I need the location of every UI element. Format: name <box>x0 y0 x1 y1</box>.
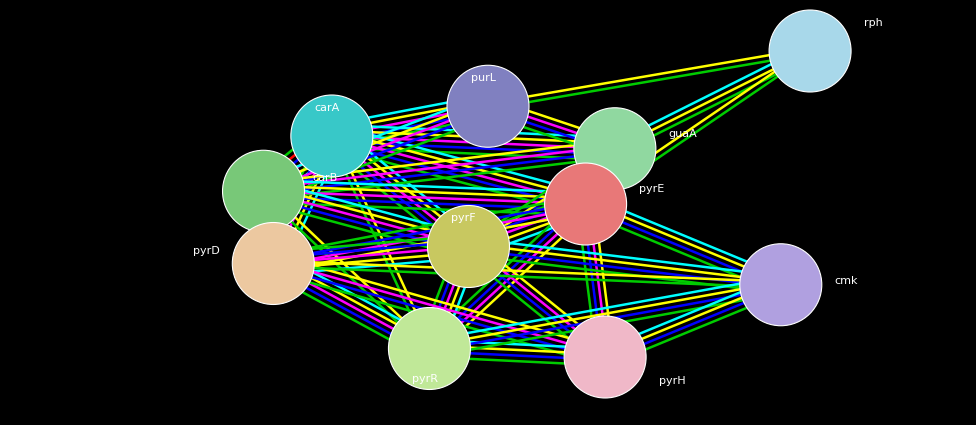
Ellipse shape <box>564 316 646 398</box>
Text: purL: purL <box>470 73 496 83</box>
Ellipse shape <box>574 108 656 190</box>
Ellipse shape <box>447 65 529 147</box>
Text: guaA: guaA <box>669 129 697 139</box>
Ellipse shape <box>740 244 822 326</box>
Text: pyrD: pyrD <box>193 246 220 256</box>
Ellipse shape <box>769 10 851 92</box>
Text: carA: carA <box>314 102 340 113</box>
Ellipse shape <box>223 150 305 232</box>
Ellipse shape <box>291 95 373 177</box>
Text: pyrH: pyrH <box>659 376 685 386</box>
Text: rph: rph <box>864 17 882 28</box>
Text: pyrE: pyrE <box>639 184 665 194</box>
Text: pyrR: pyrR <box>412 374 437 384</box>
Ellipse shape <box>545 163 627 245</box>
Ellipse shape <box>232 223 314 304</box>
Text: carB: carB <box>312 173 338 184</box>
Text: cmk: cmk <box>834 275 858 286</box>
Text: pyrF: pyrF <box>451 213 476 223</box>
Ellipse shape <box>388 308 470 389</box>
Ellipse shape <box>427 206 509 287</box>
